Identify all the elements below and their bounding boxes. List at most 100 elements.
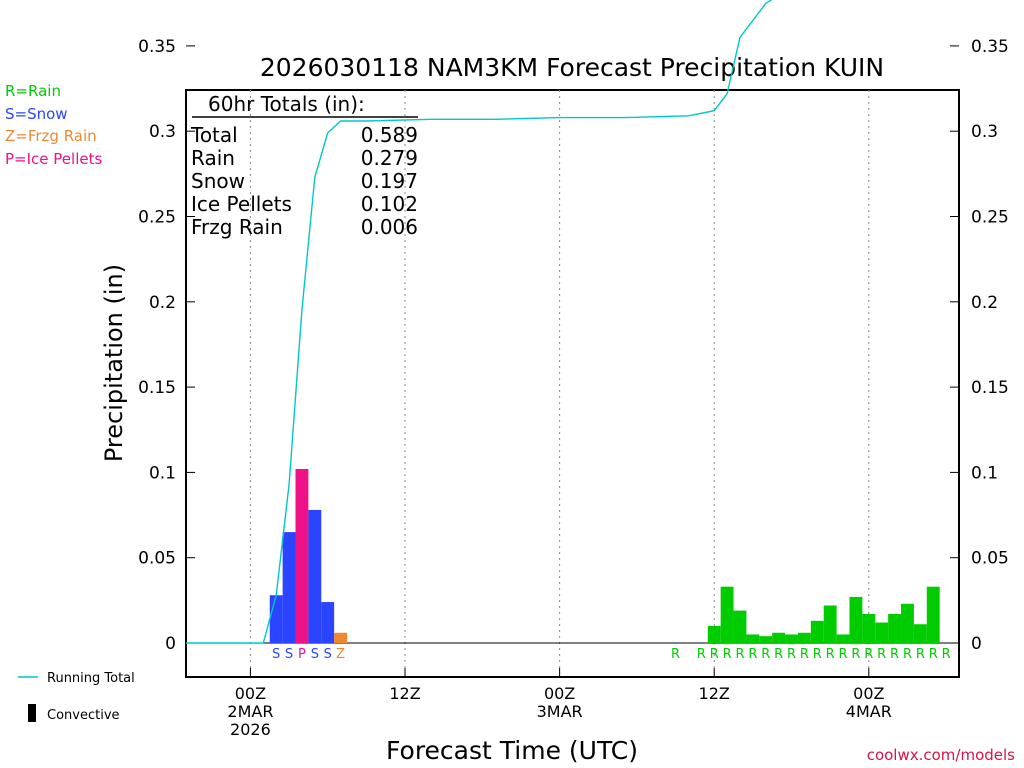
convective-swatch bbox=[28, 704, 36, 722]
precip-type-letter: R bbox=[851, 647, 860, 662]
x-tick-label: 2026 bbox=[230, 720, 271, 739]
precip-type-letter: R bbox=[735, 647, 744, 662]
x-tick-label: 12Z bbox=[389, 684, 420, 703]
precip-type-letter: S bbox=[311, 647, 319, 662]
x-tick-label: 3MAR bbox=[537, 702, 583, 721]
precip-type-letter: R bbox=[723, 647, 732, 662]
precip-bar bbox=[746, 634, 760, 643]
precip-type-letter: R bbox=[826, 647, 835, 662]
legend-rain: R=Rain bbox=[5, 82, 61, 100]
y-tick-label-left: 0.25 bbox=[138, 208, 176, 228]
precip-type-legend: R=Rain S=Snow Z=Frzg Rain P=Ice Pellets bbox=[5, 82, 102, 168]
precip-type-letter: Z bbox=[336, 647, 345, 662]
precip-bar bbox=[849, 596, 863, 643]
precip-type-letter: R bbox=[697, 647, 706, 662]
x-axis-label: Forecast Time (UTC) bbox=[386, 736, 638, 765]
totals-box: 60hr Totals (in): Total 0.589 Rain 0.279 Sno… bbox=[190, 92, 418, 239]
precip-bar bbox=[862, 613, 876, 643]
precip-bar bbox=[797, 632, 811, 643]
x-tick-label: 2MAR bbox=[227, 702, 273, 721]
precip-type-letter: R bbox=[800, 647, 809, 662]
x-tick-label: 12Z bbox=[699, 684, 730, 703]
totals-row-value: 0.006 bbox=[361, 215, 418, 239]
precip-type-letter: S bbox=[324, 647, 332, 662]
precip-bar bbox=[888, 613, 902, 643]
totals-row-value: 0.279 bbox=[361, 146, 418, 170]
totals-row-value: 0.197 bbox=[361, 169, 418, 193]
y-tick-label-left: 0.1 bbox=[149, 463, 176, 483]
totals-header: 60hr Totals (in): bbox=[208, 92, 365, 116]
precip-bar bbox=[901, 603, 914, 643]
y-tick-label-left: 0.3 bbox=[149, 122, 176, 142]
y-tick-label-right: 0.1 bbox=[971, 463, 998, 483]
precip-type-letter: R bbox=[813, 647, 822, 662]
x-tick-label: 00Z bbox=[544, 684, 575, 703]
plot-frame bbox=[185, 89, 960, 678]
y-tick-label-left: 0.05 bbox=[138, 549, 176, 569]
precip-bar bbox=[334, 632, 348, 643]
totals-row-label: Frzg Rain bbox=[191, 215, 283, 239]
y-tick-label-left: 0.2 bbox=[149, 293, 176, 313]
precip-type-letter: P bbox=[298, 647, 306, 662]
totals-row-label: Snow bbox=[191, 169, 245, 193]
precip-bar bbox=[836, 634, 850, 643]
precip-type-letter: R bbox=[787, 647, 796, 662]
precip-bar bbox=[823, 605, 837, 643]
precip-bar bbox=[321, 602, 335, 643]
y-tick-label-right: 0.35 bbox=[971, 37, 1009, 57]
precip-bar bbox=[720, 586, 734, 643]
line-legend: Running Total Convective bbox=[18, 671, 135, 723]
running-total-line bbox=[186, 0, 773, 644]
totals-row-value: 0.102 bbox=[361, 192, 418, 216]
y-axis-left: 00.050.10.150.20.250.30.350.40.450.50.55… bbox=[138, 37, 195, 654]
credit-text: coolwx.com/models bbox=[867, 746, 1015, 764]
x-tick-label: 4MAR bbox=[846, 702, 892, 721]
precip-bar bbox=[269, 595, 283, 643]
precip-bar bbox=[759, 636, 773, 643]
precip-bar bbox=[913, 624, 927, 643]
precip-type-letter: R bbox=[864, 647, 873, 662]
precip-bar bbox=[308, 509, 322, 643]
y-tick-label-right: 0 bbox=[971, 634, 982, 654]
legend-snow: S=Snow bbox=[5, 105, 68, 123]
y-tick-label-left: 0.35 bbox=[138, 37, 176, 57]
precip-type-letter: R bbox=[929, 647, 938, 662]
y-tick-label-right: 0.2 bbox=[971, 293, 998, 313]
y-tick-label-right: 0.15 bbox=[971, 378, 1009, 398]
precip-bar bbox=[733, 610, 747, 643]
precip-type-letter: S bbox=[272, 647, 280, 662]
legend-ice-pellets: P=Ice Pellets bbox=[5, 150, 102, 168]
precip-bar bbox=[772, 632, 786, 643]
precip-type-letter: R bbox=[942, 647, 951, 662]
legend-frzg-rain: Z=Frzg Rain bbox=[5, 127, 97, 145]
precip-bar bbox=[707, 625, 721, 643]
precip-bar bbox=[785, 634, 798, 643]
precip-type-letter: S bbox=[285, 647, 293, 662]
chart-title: 2026030118 NAM3KM Forecast Precipitation… bbox=[260, 53, 884, 82]
precip-type-letter: R bbox=[877, 647, 886, 662]
convective-label: Convective bbox=[47, 708, 120, 723]
running-total-label: Running Total bbox=[47, 671, 135, 686]
precip-bar bbox=[282, 532, 296, 643]
precip-type-letter: R bbox=[916, 647, 925, 662]
y-axis-label: Precipitation (in) bbox=[100, 264, 128, 462]
totals-row-value: 0.589 bbox=[361, 123, 418, 147]
precip-type-letter: R bbox=[761, 647, 770, 662]
y-tick-label-right: 0.3 bbox=[971, 122, 998, 142]
precip-type-letter: R bbox=[839, 647, 848, 662]
precip-bar bbox=[810, 620, 824, 643]
precip-type-letter: R bbox=[890, 647, 899, 662]
y-tick-label-left: 0 bbox=[165, 634, 176, 654]
vertical-gridlines bbox=[249, 90, 870, 677]
totals-row-label: Ice Pellets bbox=[191, 192, 292, 216]
y-tick-label-right: 0.05 bbox=[971, 549, 1009, 569]
y-axis-right: 00.050.10.150.20.250.30.350.40.450.50.55… bbox=[950, 37, 1009, 654]
precip-type-letter: R bbox=[903, 647, 912, 662]
totals-row-label: Rain bbox=[191, 146, 235, 170]
precip-type-letter: R bbox=[710, 647, 719, 662]
precip-bars bbox=[269, 468, 940, 643]
precip-type-letter: R bbox=[748, 647, 757, 662]
